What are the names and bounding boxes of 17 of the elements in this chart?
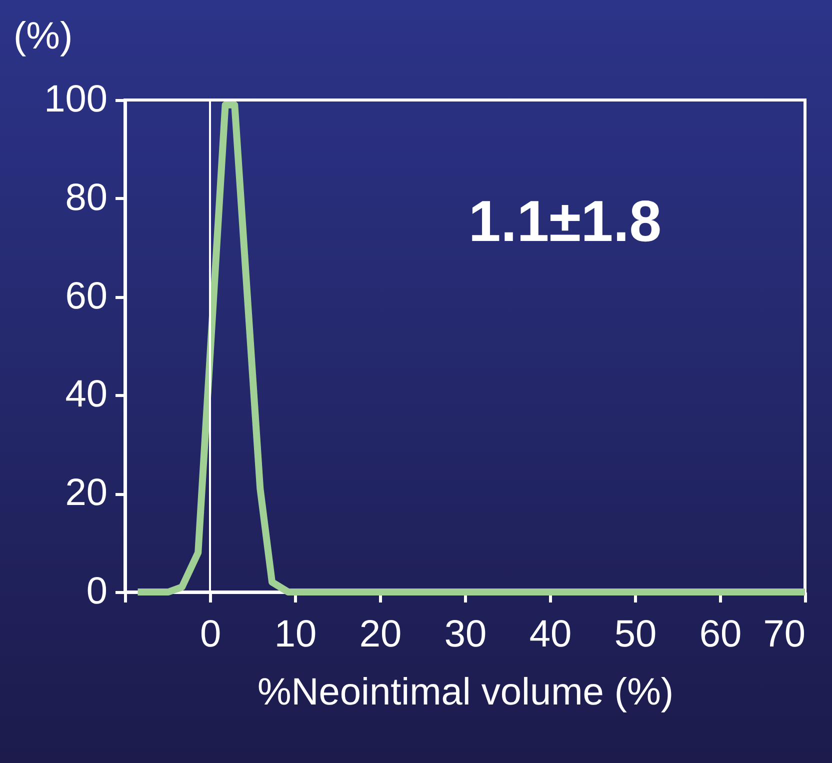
y-tick-label: 20: [65, 472, 108, 514]
x-tick-label: 70: [763, 614, 806, 656]
annotation: 1.1±1.8: [468, 189, 662, 254]
y-axis-title: (%): [14, 16, 73, 58]
y-tick-label: 100: [44, 78, 108, 120]
y-tick-label: 80: [65, 176, 108, 219]
y-tick-label: 60: [65, 275, 108, 318]
x-tick-label: 20: [359, 614, 402, 656]
y-tick-label: 0: [86, 570, 108, 612]
x-tick-label: 50: [614, 614, 657, 656]
x-tick-label: 10: [274, 614, 317, 656]
y-tick-label: 40: [65, 374, 108, 416]
x-tick-label: 40: [529, 614, 572, 656]
x-tick-label: 60: [699, 614, 742, 656]
x-tick-label: 30: [444, 614, 487, 656]
x-tick-label: 0: [200, 614, 222, 656]
x-axis-title: %Neointimal volume (%): [257, 672, 674, 714]
